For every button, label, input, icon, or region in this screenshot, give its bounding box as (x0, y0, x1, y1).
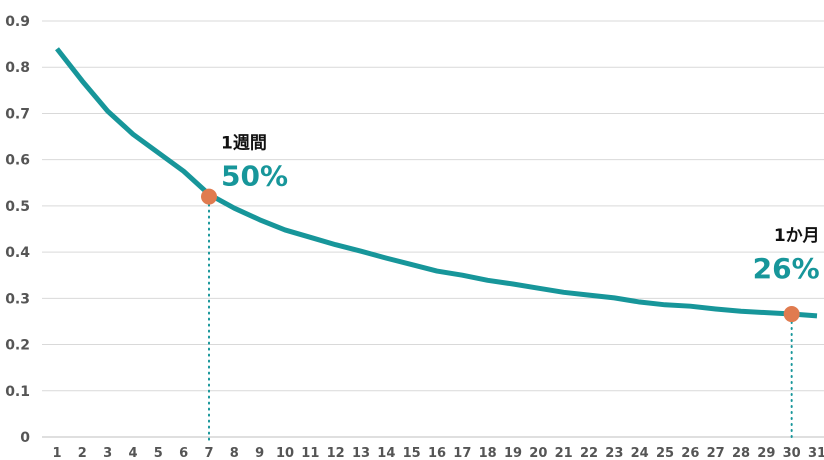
x-tick-label: 31 (808, 446, 824, 460)
x-tick-label: 9 (255, 446, 264, 460)
annotation-labels: 1週間 50% 1か月 26% (221, 134, 820, 285)
y-tick-label: 0.4 (5, 245, 30, 261)
y-tick-label: 0.2 (5, 338, 30, 354)
y-axis-ticks: 0 0.1 0.2 0.3 0.4 0.5 0.6 0.7 0.8 0.9 (5, 14, 30, 446)
x-axis-ticks: 1 2 3 4 5 6 7 8 9 10 11 12 13 14 15 16 17 18 19 20 21 22 23 24 2… (52, 446, 824, 460)
x-tick-label: 16 (428, 446, 446, 460)
annotation-markers (201, 188, 800, 323)
grid-lines (42, 20, 824, 438)
x-tick-label: 13 (352, 446, 370, 460)
x-tick-label: 7 (204, 446, 213, 460)
y-tick-label: 0.7 (5, 106, 30, 122)
x-tick-label: 25 (656, 446, 674, 460)
x-tick-label: 17 (453, 446, 471, 460)
annotation-value: 26% (753, 252, 820, 285)
x-tick-label: 14 (377, 446, 395, 460)
x-tick-label: 22 (580, 446, 598, 460)
y-tick-label: 0.5 (5, 199, 30, 215)
x-tick-label: 30 (783, 446, 801, 460)
x-tick-label: 26 (681, 446, 699, 460)
y-tick-label: 0.1 (5, 384, 30, 400)
x-tick-label: 28 (732, 446, 750, 460)
annotation-marker (783, 306, 800, 323)
y-tick-label: 0.3 (5, 291, 30, 307)
x-tick-label: 8 (230, 446, 239, 460)
x-tick-label: 18 (479, 446, 497, 460)
x-tick-label: 4 (128, 446, 137, 460)
x-tick-label: 11 (301, 446, 319, 460)
y-tick-label: 0.6 (5, 153, 30, 169)
annotation-value: 50% (221, 160, 288, 193)
annotation-label: 1週間 (221, 134, 267, 154)
y-tick-label: 0.8 (5, 60, 30, 76)
series-group (55, 47, 818, 319)
annotation-label: 1か月 (774, 226, 820, 246)
x-tick-label: 15 (403, 446, 421, 460)
x-tick-label: 24 (631, 446, 649, 460)
x-tick-label: 27 (707, 446, 725, 460)
x-tick-label: 20 (529, 446, 547, 460)
x-tick-label: 3 (103, 446, 112, 460)
x-tick-label: 6 (179, 446, 188, 460)
y-tick-label: 0.9 (5, 14, 30, 30)
x-tick-label: 10 (276, 446, 294, 460)
annotation-guides (208, 203, 793, 442)
x-tick-label: 2 (78, 446, 87, 460)
x-tick-label: 12 (327, 446, 345, 460)
x-tick-label: 29 (757, 446, 775, 460)
x-tick-label: 5 (154, 446, 163, 460)
x-tick-label: 19 (504, 446, 522, 460)
y-tick-label: 0 (20, 430, 30, 446)
series-line (55, 47, 818, 319)
x-tick-label: 1 (52, 446, 61, 460)
x-tick-label: 23 (605, 446, 623, 460)
annotation-marker (201, 188, 217, 205)
x-tick-label: 21 (555, 446, 573, 460)
